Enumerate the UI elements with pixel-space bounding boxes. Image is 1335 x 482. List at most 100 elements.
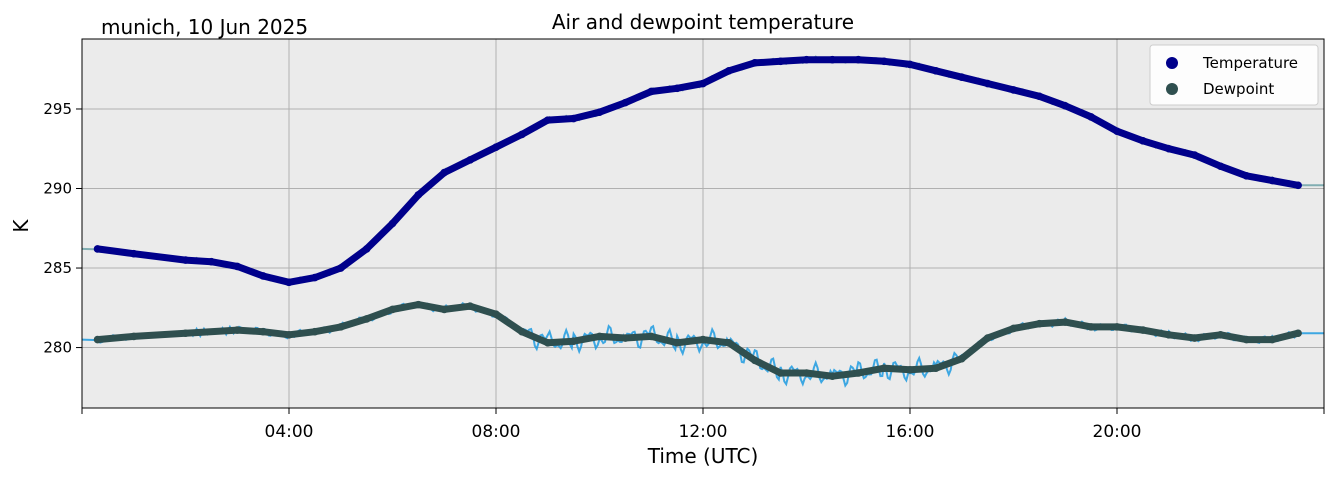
temperature-point <box>181 256 190 264</box>
chart-title: Air and dewpoint temperature <box>552 10 854 34</box>
x-tick-label: 20:00 <box>1093 422 1142 442</box>
temperature-point <box>802 55 811 64</box>
dewpoint-point <box>414 300 423 309</box>
y-tick-label: 290 <box>43 180 72 198</box>
temperature-point <box>518 130 526 139</box>
dewpoint-point <box>750 356 759 365</box>
dewpoint-point <box>1035 319 1044 328</box>
legend: Temperature Dewpoint <box>1149 44 1319 106</box>
dewpoint-point <box>1190 334 1199 342</box>
y-tick-label: 280 <box>43 339 72 357</box>
dewpoint-point <box>1294 329 1302 338</box>
temperature-point <box>1035 92 1044 101</box>
dewpoint-point <box>336 323 345 331</box>
temperature-point <box>828 55 837 64</box>
dewpoint-point <box>647 332 656 341</box>
temperature-point <box>1009 86 1018 94</box>
legend-marker <box>1166 57 1178 69</box>
temperature-series-line <box>94 56 1302 286</box>
y-tick-label: 285 <box>43 259 72 277</box>
temperature-point <box>932 67 940 75</box>
y-tick-label: 295 <box>43 100 72 118</box>
temperature-point <box>233 262 242 271</box>
legend-label: Dewpoint <box>1203 80 1274 98</box>
grid-lines <box>82 39 1324 408</box>
x-tick-label: 12:00 <box>679 422 728 442</box>
temperature-point <box>647 87 656 96</box>
dewpoint-point <box>1009 324 1018 333</box>
temperature-point <box>543 116 552 124</box>
dewpoint-point <box>569 337 578 345</box>
temperature-point <box>1294 181 1302 190</box>
temperature-point <box>336 264 345 272</box>
dewpoint-point <box>518 327 526 336</box>
temperature-point <box>569 114 578 123</box>
dewpoint-point <box>1087 323 1095 331</box>
dewpoint-point <box>802 369 811 377</box>
temperature-point <box>1139 136 1147 145</box>
dewpoint-point <box>129 332 138 341</box>
dewpoint-point <box>725 338 733 347</box>
dewpoint-point <box>466 302 474 311</box>
temperature-point <box>725 67 733 75</box>
temperature-point <box>1061 102 1070 110</box>
dewpoint-point <box>880 364 888 373</box>
temperature-point <box>440 168 449 177</box>
temperature-point <box>1113 127 1121 136</box>
temperature-point <box>285 278 293 287</box>
temperature-point <box>1164 144 1173 153</box>
temperature-point <box>854 55 863 64</box>
dewpoint-point <box>1268 335 1277 344</box>
temperature-point <box>1190 151 1199 159</box>
temperature-point <box>776 57 785 66</box>
location-date-label: munich, 10 Jun 2025 <box>101 15 308 39</box>
temperature-point <box>414 191 423 199</box>
x-tick-label: 08:00 <box>472 422 521 442</box>
temperature-point <box>1242 171 1251 180</box>
dewpoint-point <box>1139 326 1147 334</box>
x-tick-label: 16:00 <box>886 422 935 442</box>
dewpoint-point <box>906 366 914 374</box>
dewpoint-point <box>233 326 242 334</box>
legend-marker <box>1166 83 1178 95</box>
temperature-point <box>673 84 681 93</box>
temperature-point <box>1216 162 1225 171</box>
temperature-point <box>750 59 759 67</box>
dewpoint-point <box>1164 331 1173 339</box>
temperature-point <box>699 79 707 88</box>
axis-ticks: 04:00 08:00 12:00 16:00 20:00 280 285 290 295 <box>43 100 1325 442</box>
temperature-point <box>621 98 630 107</box>
x-tick-label: 04:00 <box>265 422 314 442</box>
dewpoint-point <box>285 331 293 339</box>
dewpoint-point <box>1061 318 1070 326</box>
dewpoint-point <box>673 338 681 347</box>
dewpoint-point <box>854 369 863 377</box>
temperature-point <box>957 73 966 81</box>
y-axis-label: K <box>9 219 33 233</box>
dewpoint-point <box>1242 335 1251 344</box>
dewpoint-point <box>699 335 707 344</box>
temperature-point <box>311 273 319 282</box>
legend-label: Temperature <box>1202 54 1298 72</box>
temperature-point <box>259 272 267 280</box>
temperature-point <box>1087 113 1095 121</box>
dewpoint-point <box>388 305 397 314</box>
dewpoint-point <box>259 327 267 336</box>
temperature-point <box>388 219 397 228</box>
temperature-point <box>595 108 604 116</box>
dewpoint-point <box>595 332 604 341</box>
dewpoint-point <box>181 329 190 338</box>
dewpoint-point <box>492 310 500 318</box>
dewpoint-point <box>440 305 449 314</box>
dewpoint-point <box>1113 323 1121 331</box>
dewpoint-point <box>957 354 966 363</box>
temperature-point <box>906 60 914 69</box>
legend-box <box>1149 44 1319 106</box>
series-layer <box>81 55 1324 388</box>
temperature-point <box>880 57 888 66</box>
temperature-point <box>983 79 992 88</box>
dewpoint-point <box>621 334 630 342</box>
temperature-point <box>362 245 371 253</box>
temperature-point <box>93 245 102 253</box>
